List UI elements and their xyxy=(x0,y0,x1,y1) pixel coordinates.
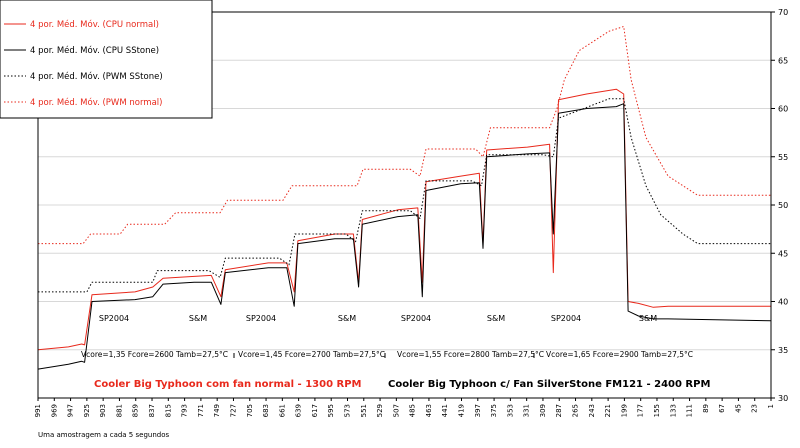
x-tick-label: 485 xyxy=(409,404,417,417)
x-tick-label: 683 xyxy=(262,404,270,417)
legend-box xyxy=(0,0,213,119)
y-tick-label: 50 xyxy=(778,201,788,210)
axes: 30 35 40 45 50 55 60 65 70 991 969 947 925 903 881 859 8… xyxy=(34,8,788,417)
x-tick-label: 793 xyxy=(181,404,189,417)
y-tick-label: 55 xyxy=(778,153,788,162)
x-tick-label: 925 xyxy=(83,404,91,417)
x-tick-label: 969 xyxy=(50,404,58,417)
footnote: Uma amostragem a cada 5 segundos xyxy=(38,431,169,439)
x-tick-label: 199 xyxy=(620,404,628,417)
settings-label: Vcore=1,55 Fcore=2800 Tamb=27,5°C xyxy=(397,350,544,359)
x-tick-label: 837 xyxy=(148,404,156,417)
y-tick-label: 35 xyxy=(778,346,788,355)
x-tick-label: 397 xyxy=(474,404,482,417)
plot-frame xyxy=(37,11,772,399)
series-line-0 xyxy=(37,88,771,351)
x-tick-label: 67 xyxy=(718,404,726,413)
x-tick-label: 331 xyxy=(523,404,531,417)
x-tick-label: 881 xyxy=(115,404,123,417)
phase-label: SP2004 xyxy=(99,314,129,323)
x-tick-label: 727 xyxy=(229,404,237,417)
caption-silverstone-fan: Cooler Big Typhoon c/ Fan SilverStone FM… xyxy=(388,379,710,390)
settings-label: Vcore=1,45 Fcore=2700 Tamb=27,5°C xyxy=(238,350,385,359)
settings-label: Vcore=1,65 Fcore=2900 Tamb=27,5°C xyxy=(546,350,693,359)
legend: 4 por. Méd. Móv. (CPU normal) 4 por. Méd.… xyxy=(0,0,213,119)
x-tick-label: 221 xyxy=(604,404,612,417)
series-line-3 xyxy=(38,26,771,245)
x-tick-label: 463 xyxy=(425,404,433,417)
phase-label: S&M xyxy=(338,314,356,323)
x-tick-label: 155 xyxy=(653,404,661,417)
x-tick-label: 309 xyxy=(539,404,547,417)
annotations: SP2004 S&M SP2004 S&M SP2004 S&M SP2004 S&M Vcor… xyxy=(38,314,710,439)
x-tick-label: 133 xyxy=(669,404,677,417)
x-tick-label: 177 xyxy=(637,404,645,417)
x-tick-label: 661 xyxy=(278,404,286,417)
x-tick-label: 991 xyxy=(34,404,42,417)
x-tick-label: 551 xyxy=(360,404,368,417)
x-tick-label: 529 xyxy=(376,404,384,417)
x-tick-label: 815 xyxy=(164,404,172,417)
series-layer xyxy=(37,26,772,370)
x-tick-label: 573 xyxy=(343,404,351,417)
settings-label: Vcore=1,35 Fcore=2600 Tamb=27,5°C xyxy=(81,350,228,359)
phase-label: SP2004 xyxy=(401,314,431,323)
x-tick-label: 441 xyxy=(441,404,449,417)
x-tick-label: 595 xyxy=(327,404,335,417)
x-tick-label: 243 xyxy=(588,404,596,417)
legend-label-1: 4 por. Méd. Móv. (CPU SStone) xyxy=(30,45,159,56)
x-tick-label: 353 xyxy=(506,404,514,417)
x-tick-label: 507 xyxy=(392,404,400,417)
x-tick-label: 749 xyxy=(213,404,221,417)
phase-label: S&M xyxy=(487,314,505,323)
y-tick-label: 30 xyxy=(778,394,788,403)
y-tick-label: 40 xyxy=(778,298,788,307)
x-tick-label: 771 xyxy=(197,404,205,417)
x-tick-label: 639 xyxy=(295,404,303,417)
x-tick-label: 419 xyxy=(458,404,466,417)
phase-label: S&M xyxy=(639,314,657,323)
phase-label: SP2004 xyxy=(246,314,276,323)
x-tick-label: 45 xyxy=(734,404,742,413)
phase-label: SP2004 xyxy=(551,314,581,323)
x-tick-label: 287 xyxy=(555,404,563,417)
legend-label-2: 4 por. Méd. Móv. (PWM SStone) xyxy=(30,71,163,82)
x-tick-label: 111 xyxy=(686,404,694,417)
x-tick-label: 375 xyxy=(490,404,498,417)
x-tick-label: 705 xyxy=(246,404,254,417)
x-tick-label: 89 xyxy=(702,404,710,413)
legend-label-0: 4 por. Méd. Móv. (CPU normal) xyxy=(30,19,159,30)
x-tick-label: 1 xyxy=(767,404,775,408)
y-tick-label: 70 xyxy=(778,8,788,17)
caption-normal-fan: Cooler Big Typhoon com fan normal - 1300… xyxy=(94,379,362,390)
y-tick-label: 45 xyxy=(778,249,788,258)
x-tick-label: 947 xyxy=(67,404,75,417)
phase-label: S&M xyxy=(189,314,207,323)
y-tick-label: 65 xyxy=(778,56,788,65)
y-tick-label: 60 xyxy=(778,105,788,114)
x-tick-label: 23 xyxy=(751,404,759,413)
x-tick-label: 265 xyxy=(572,404,580,417)
x-tick-label: 859 xyxy=(132,404,140,417)
x-tick-label: 903 xyxy=(99,404,107,417)
x-tick-label: 617 xyxy=(311,404,319,417)
series-line-1 xyxy=(37,103,772,370)
legend-label-3: 4 por. Méd. Móv. (PWM normal) xyxy=(30,97,162,108)
